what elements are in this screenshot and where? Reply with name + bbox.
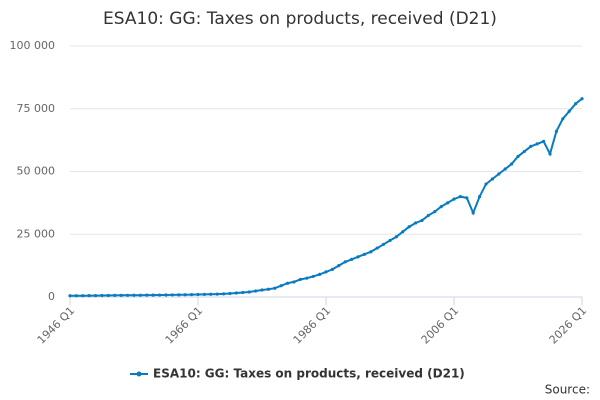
x-tick-label: 1986 Q1 xyxy=(291,304,334,347)
point xyxy=(209,292,213,296)
point xyxy=(356,255,360,259)
point xyxy=(260,288,264,292)
point xyxy=(273,286,277,290)
point xyxy=(106,293,110,298)
point xyxy=(228,291,232,296)
point xyxy=(369,250,373,254)
point xyxy=(407,225,411,229)
point xyxy=(446,201,450,205)
point xyxy=(94,293,98,298)
x-tick-label: 2026 Q1 xyxy=(547,304,590,347)
point xyxy=(113,293,117,297)
point xyxy=(311,274,315,279)
point xyxy=(254,289,258,293)
point xyxy=(554,129,559,133)
point xyxy=(478,195,482,199)
point xyxy=(324,270,328,274)
point xyxy=(305,276,309,280)
point xyxy=(529,144,533,148)
point xyxy=(234,291,238,295)
point xyxy=(433,210,437,214)
point xyxy=(394,235,398,239)
point xyxy=(522,149,527,154)
point xyxy=(87,294,91,298)
point xyxy=(452,197,456,201)
point xyxy=(580,97,584,101)
y-tick-label: 25 000 xyxy=(17,227,56,240)
point xyxy=(202,292,206,296)
point xyxy=(375,246,379,250)
point xyxy=(177,293,181,297)
point xyxy=(164,293,168,297)
point xyxy=(401,230,405,234)
legend-marker xyxy=(136,371,142,377)
point xyxy=(490,177,494,181)
point xyxy=(439,205,443,209)
point xyxy=(542,139,546,143)
point xyxy=(196,292,200,297)
point xyxy=(170,293,174,297)
point xyxy=(183,293,187,297)
point xyxy=(126,293,130,297)
point xyxy=(100,293,104,298)
point xyxy=(68,294,72,298)
point xyxy=(362,252,366,256)
y-tick-label: 100 000 xyxy=(10,39,56,52)
point xyxy=(426,213,430,218)
point xyxy=(74,294,78,298)
point xyxy=(286,281,290,285)
point xyxy=(465,196,469,200)
point xyxy=(567,109,571,113)
point xyxy=(119,293,123,297)
x-tick-label: 2006 Q1 xyxy=(419,304,462,347)
x-tick-label: 1966 Q1 xyxy=(163,304,206,347)
point xyxy=(497,172,501,176)
point xyxy=(241,290,245,295)
point xyxy=(458,195,462,199)
point xyxy=(81,294,85,298)
point xyxy=(132,293,136,297)
point xyxy=(382,242,386,246)
point xyxy=(279,284,283,288)
point xyxy=(298,277,302,282)
point xyxy=(420,218,424,223)
point xyxy=(548,152,552,156)
legend-label: ESA10: GG: Taxes on products, received (… xyxy=(153,367,465,381)
point xyxy=(574,102,578,106)
y-tick-label: 0 xyxy=(48,290,55,303)
point xyxy=(330,267,334,271)
point xyxy=(350,257,354,261)
source: Source: xyxy=(545,383,590,397)
x-tick-label: 1946 Q1 xyxy=(35,304,78,347)
point xyxy=(388,238,392,243)
point xyxy=(190,293,194,297)
point xyxy=(535,142,539,146)
point xyxy=(516,154,520,159)
point xyxy=(215,292,219,296)
point xyxy=(158,293,162,297)
y-tick-label: 75 000 xyxy=(17,102,56,115)
point xyxy=(471,211,475,215)
point xyxy=(337,264,341,268)
point xyxy=(138,293,142,297)
point xyxy=(266,287,270,291)
point xyxy=(151,293,155,297)
point xyxy=(510,162,514,166)
point xyxy=(292,280,296,284)
y-tick-label: 50 000 xyxy=(17,165,56,178)
point xyxy=(222,292,226,296)
point xyxy=(145,293,149,297)
point xyxy=(247,290,251,294)
chart-title: ESA10: GG: Taxes on products, received (… xyxy=(103,9,497,29)
point xyxy=(561,117,565,121)
point xyxy=(484,182,488,186)
point xyxy=(503,167,507,171)
point xyxy=(414,221,418,225)
point xyxy=(343,260,347,264)
point xyxy=(318,272,322,277)
series-line xyxy=(70,97,583,297)
